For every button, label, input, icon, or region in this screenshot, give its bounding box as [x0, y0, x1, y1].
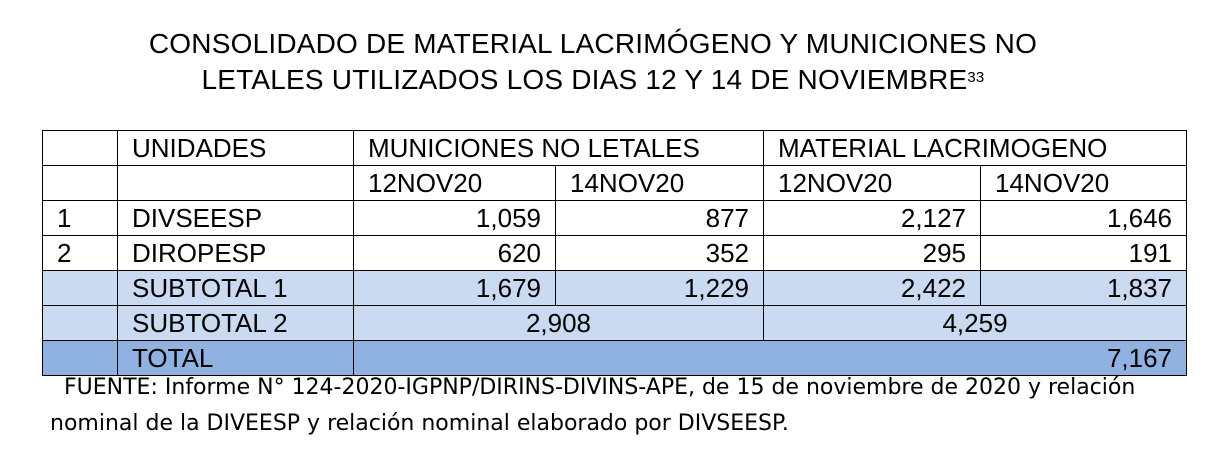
- row-value: 352: [555, 235, 764, 271]
- header-material: MATERIAL LACRIMOGENO: [762, 130, 1188, 166]
- total-empty-cell: [42, 340, 118, 376]
- total-label: TOTAL: [117, 340, 354, 376]
- header-date: 14NOV20: [555, 165, 764, 201]
- row-index: 2: [42, 235, 118, 271]
- header-date: 14NOV20: [979, 165, 1188, 201]
- title-line-1: CONSOLIDADO DE MATERIAL LACRIMÓGENO Y MU…: [148, 28, 1038, 59]
- subtotal-2-label: SUBTOTAL 2: [117, 305, 354, 341]
- row-value: 1,059: [353, 200, 556, 236]
- row-value: 2,127: [763, 200, 981, 236]
- row-value: 1,646: [979, 200, 1188, 236]
- row-index: 1: [42, 200, 118, 236]
- header-empty-cell: [42, 165, 118, 201]
- row-value: 620: [353, 235, 556, 271]
- subtotal-1-value: 1,679: [353, 270, 556, 306]
- total-row: TOTAL 7,167: [42, 340, 1188, 376]
- title-line-2-text: LETALES UTILIZADOS LOS DIAS 12 Y 14 DE N…: [201, 64, 968, 95]
- subtotal-1-value: 1,229: [555, 270, 764, 306]
- header-empty-cell: [117, 165, 354, 201]
- row-value: 295: [763, 235, 981, 271]
- subtotal-2-material: 4,259: [762, 305, 1188, 341]
- subtotal-empty-cell: [42, 305, 118, 341]
- row-unit: DIROPESP: [117, 235, 354, 271]
- header-date: 12NOV20: [763, 165, 981, 201]
- document-title: CONSOLIDADO DE MATERIAL LACRIMÓGENO Y MU…: [0, 26, 1186, 98]
- row-value: 191: [979, 235, 1188, 271]
- subtotal-1-row: SUBTOTAL 1 1,679 1,229 2,422 1,837: [42, 270, 1188, 306]
- header-row-2: 12NOV20 14NOV20 12NOV20 14NOV20: [42, 165, 1188, 201]
- header-municiones: MUNICIONES NO LETALES: [353, 130, 764, 166]
- row-value: 877: [555, 200, 764, 236]
- total-value: 7,167: [352, 340, 1188, 376]
- consolidated-table: UNIDADES MUNICIONES NO LETALES MATERIAL …: [42, 130, 1188, 376]
- table-row: 2 DIROPESP 620 352 295 191: [42, 235, 1188, 271]
- subtotal-2-municiones: 2,908: [353, 305, 764, 341]
- title-line-2: LETALES UTILIZADOS LOS DIAS 12 Y 14 DE N…: [0, 62, 1186, 98]
- subtotal-1-value: 2,422: [763, 270, 981, 306]
- header-row-1: UNIDADES MUNICIONES NO LETALES MATERIAL …: [42, 130, 1188, 166]
- subtotal-1-label: SUBTOTAL 1: [117, 270, 354, 306]
- footnote-marker: 33: [967, 69, 985, 86]
- table-row: 1 DIVSEESP 1,059 877 2,127 1,646: [42, 200, 1188, 236]
- header-unidades: UNIDADES: [117, 130, 354, 166]
- source-note: FUENTE: Informe N° 124-2020-IGPNP/DIRINS…: [50, 375, 1136, 436]
- header-empty-cell: [42, 130, 118, 166]
- subtotal-2-row: SUBTOTAL 2 2,908 4,259: [42, 305, 1188, 341]
- subtotal-1-value: 1,837: [979, 270, 1188, 306]
- header-date: 12NOV20: [353, 165, 556, 201]
- subtotal-empty-cell: [42, 270, 118, 306]
- row-unit: DIVSEESP: [117, 200, 354, 236]
